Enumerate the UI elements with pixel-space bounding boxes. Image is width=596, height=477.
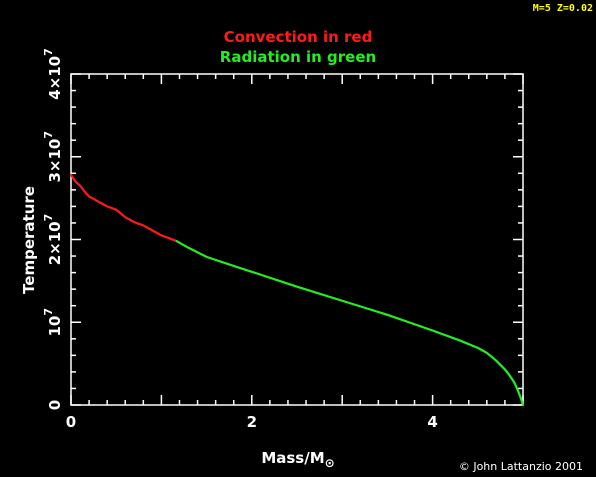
series-lines xyxy=(69,173,525,407)
y-tick-label: 107 xyxy=(42,308,64,337)
x-tick-label: 2 xyxy=(247,413,257,431)
credit-text: © John Lattanzio 2001 xyxy=(459,460,583,473)
x-axis-tick-labels: 0 2 4 xyxy=(66,413,438,431)
y-tick-label-base: 3×10 xyxy=(46,139,64,183)
x-axis-title-text: Mass/M xyxy=(261,449,324,467)
x-axis-title-subscript: ⊙ xyxy=(325,456,335,470)
y-axis-ticks xyxy=(71,73,523,406)
title-radiation: Radiation in green xyxy=(220,48,376,66)
y-tick-label-base: 10 xyxy=(46,316,64,337)
y-tick-label-base: 2×10 xyxy=(46,221,64,265)
y-axis-title: Temperature xyxy=(20,186,38,294)
y-tick-label: 0 xyxy=(46,400,64,410)
y-tick-label-exponent: 7 xyxy=(42,131,55,139)
corner-label: M=5 Z=0.02 xyxy=(533,3,593,14)
y-tick-label: 3×107 xyxy=(42,131,64,183)
series-line-radiation xyxy=(175,240,525,407)
y-tick-label-exponent: 7 xyxy=(42,48,55,56)
y-tick-label-base: 4×10 xyxy=(46,56,64,100)
x-axis-title: Mass/M⊙ xyxy=(261,449,334,470)
y-tick-label: 2×107 xyxy=(42,214,64,266)
y-tick-label-exponent: 7 xyxy=(42,308,55,316)
y-tick-label-base: 0 xyxy=(46,400,64,410)
x-axis-ticks xyxy=(70,74,524,405)
series-line-convection xyxy=(69,173,178,243)
y-tick-label: 4×107 xyxy=(42,48,64,100)
x-tick-label: 0 xyxy=(66,413,76,431)
title-convection: Convection in red xyxy=(224,28,373,46)
x-tick-label: 4 xyxy=(427,413,437,431)
y-tick-label-exponent: 7 xyxy=(42,214,55,222)
